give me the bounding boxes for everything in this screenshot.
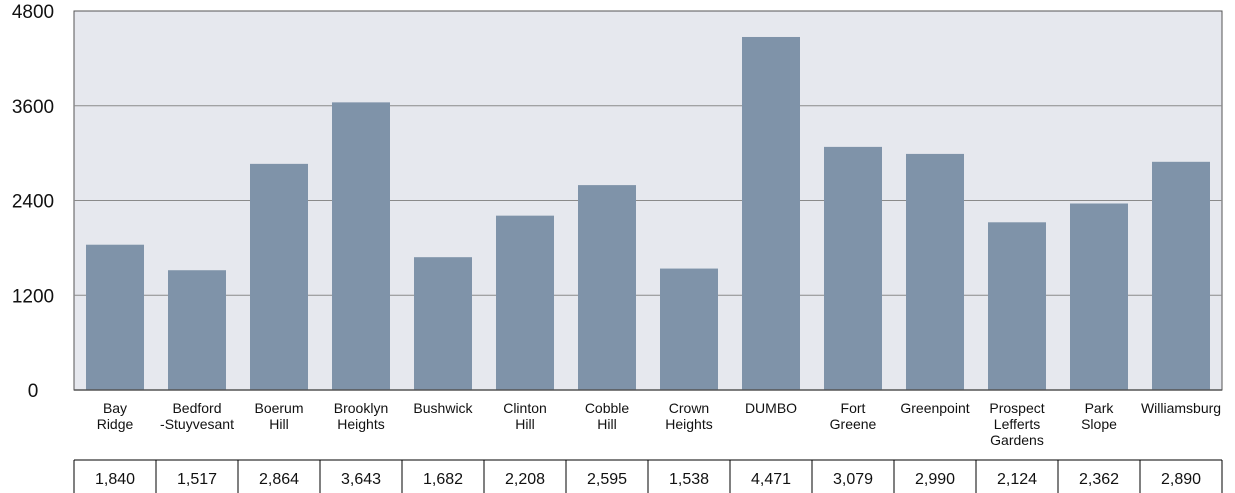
bar	[988, 222, 1046, 390]
bar	[1152, 161, 1210, 390]
x-category-label: Boerum Hill	[254, 400, 303, 432]
x-category-label-line: Cobble	[585, 400, 630, 416]
x-category-label-line: Bay	[103, 400, 127, 416]
data-table-value: 1,517	[177, 471, 217, 488]
data-table-value: 3,079	[833, 471, 873, 488]
x-category-label-line: Prospect	[989, 400, 1044, 416]
x-category-label-line: Brooklyn	[334, 400, 388, 416]
data-table-value: 2,890	[1161, 471, 1201, 488]
bar	[414, 257, 472, 390]
x-category-label-line: Greenpoint	[900, 400, 969, 416]
x-category-label: Crown Heights	[665, 400, 712, 432]
x-category-label-line: Hill	[515, 416, 534, 432]
bar	[1070, 203, 1128, 390]
x-category-label-line: Park	[1085, 400, 1115, 416]
bar	[742, 36, 800, 390]
x-category-label: Bedford -Stuyvesant	[160, 400, 234, 432]
bar	[168, 270, 226, 390]
x-category-label: Prospect Lefferts Gardens	[989, 400, 1044, 448]
y-tick-label: 4800	[12, 2, 54, 23]
x-category-label-line: Slope	[1081, 416, 1117, 432]
x-category-label: Brooklyn Heights	[334, 400, 388, 432]
x-category-label-line: Ridge	[97, 416, 134, 432]
x-category-label-line: Bushwick	[413, 400, 473, 416]
x-category-label-line: DUMBO	[745, 400, 797, 416]
data-table-value: 2,990	[915, 471, 955, 488]
x-category-label-line: Lefferts	[994, 416, 1040, 432]
x-category-label-line: Crown	[669, 400, 709, 416]
x-category-label-line: Hill	[597, 416, 616, 432]
data-table-value: 2,362	[1079, 471, 1119, 488]
data-table-value: 2,595	[587, 471, 627, 488]
x-category-label-line: Gardens	[990, 432, 1044, 448]
bar	[660, 268, 718, 390]
data-table-value: 1,840	[95, 471, 135, 488]
bar	[906, 153, 964, 390]
bar	[332, 102, 390, 390]
data-table-value: 3,643	[341, 471, 381, 488]
bar	[824, 146, 882, 390]
x-category-label: Williamsburg	[1141, 400, 1221, 416]
data-table-value: 1,682	[423, 471, 463, 488]
x-category-label: Bushwick	[413, 400, 473, 416]
data-table-value: 2,208	[505, 471, 545, 488]
x-category-label: Park Slope	[1081, 400, 1117, 432]
x-category-label-line: -Stuyvesant	[160, 416, 234, 432]
x-category-label-line: Fort	[841, 400, 866, 416]
x-category-label-line: Bedford	[172, 400, 221, 416]
bar	[86, 244, 144, 390]
x-category-label: Bay Ridge	[97, 400, 134, 432]
bar	[578, 185, 636, 390]
data-table-value: 1,538	[669, 471, 709, 488]
y-tick-label: 0	[28, 381, 39, 402]
x-category-label: Greenpoint	[900, 400, 969, 416]
y-tick-label: 1200	[12, 286, 54, 307]
bar	[250, 163, 308, 390]
x-category-label-line: Williamsburg	[1141, 400, 1221, 416]
y-tick-label: 2400	[12, 192, 54, 213]
x-category-label-line: Heights	[665, 416, 712, 432]
x-category-label-line: Clinton	[503, 400, 547, 416]
y-tick-label: 3600	[12, 97, 54, 118]
x-category-label: Fort Greene	[830, 400, 877, 432]
x-category-label: Clinton Hill	[503, 400, 547, 432]
bar	[496, 215, 554, 390]
x-category-label-line: Hill	[269, 416, 288, 432]
data-table-value: 2,864	[259, 471, 299, 488]
data-table-value: 2,124	[997, 471, 1037, 488]
x-category-label-line: Heights	[337, 416, 384, 432]
x-category-label-line: Greene	[830, 416, 877, 432]
x-category-label: DUMBO	[745, 400, 797, 416]
data-table-value: 4,471	[751, 471, 791, 488]
x-category-label-line: Boerum	[254, 400, 303, 416]
x-category-label: Cobble Hill	[585, 400, 630, 432]
